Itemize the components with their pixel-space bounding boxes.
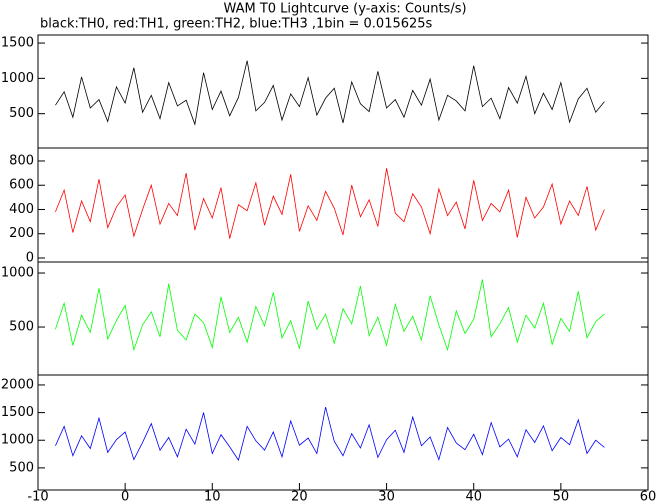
- light-curve: [55, 406, 605, 462]
- y-tick-label: 400: [9, 202, 34, 217]
- light-curve: [55, 168, 605, 239]
- y-tick-label: 2000: [1, 377, 34, 392]
- x-tick-label: 30: [378, 490, 395, 504]
- y-tick-label: 500: [9, 460, 34, 475]
- y-tick-label: 1000: [1, 266, 34, 281]
- x-tick-label: 10: [204, 490, 221, 504]
- panel-frame: [37, 34, 649, 149]
- y-tick-label: 1500: [1, 36, 34, 51]
- y-tick-label: 1000: [1, 71, 34, 86]
- y-tick-label: 0: [26, 250, 34, 265]
- y-tick-label: 200: [9, 226, 34, 241]
- y-tick-label: 500: [9, 106, 34, 121]
- panel-frame: [37, 374, 649, 491]
- x-tick-label: 40: [465, 490, 482, 504]
- chart-subtitle: black:TH0, red:TH1, green:TH2, blue:TH3 …: [40, 17, 433, 32]
- y-tick-label: 1500: [1, 405, 34, 420]
- x-tick-label: 0: [121, 490, 129, 504]
- y-tick-label: 500: [9, 320, 34, 335]
- x-tick-label: 60: [640, 490, 657, 504]
- light-curve: [55, 60, 605, 126]
- x-tick-label: 20: [291, 490, 308, 504]
- chart-title: WAM T0 Lightcurve (y-axis: Counts/s): [223, 2, 466, 17]
- x-tick-label: 50: [553, 490, 570, 504]
- panel-frame: [37, 261, 649, 376]
- y-tick-label: 800: [9, 153, 34, 168]
- x-tick-label: -10: [27, 490, 48, 504]
- light-curve: [55, 279, 605, 352]
- y-tick-label: 600: [9, 178, 34, 193]
- y-tick-label: 1000: [1, 433, 34, 448]
